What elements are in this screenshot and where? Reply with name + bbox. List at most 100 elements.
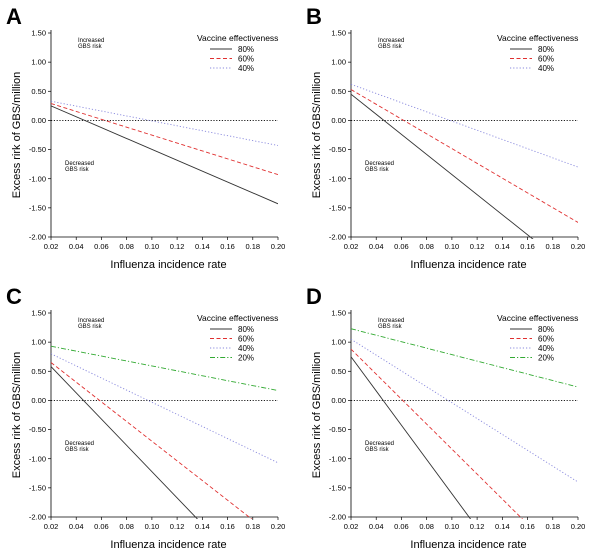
increased-risk-note: Increased bbox=[378, 318, 404, 324]
legend-label: 80% bbox=[238, 45, 254, 54]
x-tick-label: 0.12 bbox=[170, 242, 185, 251]
x-tick-label: 0.20 bbox=[571, 522, 586, 531]
y-axis-title: Excess rirk of GBS/million bbox=[311, 72, 323, 199]
series-group bbox=[351, 83, 578, 239]
x-tick-label: 0.18 bbox=[245, 242, 260, 251]
x-tick-label: 0.20 bbox=[271, 522, 286, 531]
legend-label: 40% bbox=[238, 64, 254, 73]
increased-risk-note: GBS risk bbox=[78, 324, 103, 330]
y-tick-label: -1.00 bbox=[329, 454, 346, 463]
series-group bbox=[51, 345, 278, 519]
decreased-risk-note: GBS risk bbox=[65, 167, 90, 173]
legend-label: 60% bbox=[238, 55, 254, 64]
legend-title: Vaccine effectiveness bbox=[197, 313, 278, 323]
x-tick-label: 0.04 bbox=[369, 522, 384, 531]
increased-risk-note: GBS risk bbox=[78, 44, 103, 50]
legend-label: 20% bbox=[238, 354, 254, 363]
increased-risk-note: Increased bbox=[378, 38, 404, 44]
decreased-risk-note: Decreased bbox=[65, 161, 94, 167]
y-tick-label: 0.50 bbox=[31, 87, 46, 96]
series-line-80pct bbox=[351, 93, 534, 239]
y-tick-label: -2.00 bbox=[329, 513, 346, 522]
y-axis-title: Excess rirk of GBS/million bbox=[11, 72, 23, 199]
x-tick-label: 0.20 bbox=[571, 242, 586, 251]
legend-title: Vaccine effectiveness bbox=[197, 33, 278, 43]
chart-panel-c: C1.501.000.500.00-0.50-1.00-1.50-2.000.0… bbox=[6, 284, 285, 551]
y-tick-label: -2.00 bbox=[329, 233, 346, 242]
series-line-80pct bbox=[51, 105, 278, 205]
x-tick-label: 0.16 bbox=[220, 522, 235, 531]
increased-risk-note: Increased bbox=[78, 318, 104, 324]
legend-label: 80% bbox=[538, 45, 554, 54]
x-tick-label: 0.10 bbox=[445, 242, 460, 251]
y-tick-label: -1.50 bbox=[329, 483, 346, 492]
y-tick-label: -1.00 bbox=[29, 454, 46, 463]
y-tick-label: -1.50 bbox=[29, 483, 46, 492]
decreased-risk-note: Decreased bbox=[365, 161, 394, 167]
x-tick-label: 0.16 bbox=[220, 242, 235, 251]
series-group bbox=[51, 100, 278, 205]
legend-label: 60% bbox=[538, 335, 554, 344]
series-line-60pct bbox=[51, 362, 253, 519]
panel-letter: D bbox=[306, 284, 322, 309]
x-tick-label: 0.14 bbox=[495, 522, 510, 531]
y-tick-label: 0.00 bbox=[31, 396, 46, 405]
x-tick-label: 0.12 bbox=[470, 522, 485, 531]
y-tick-label: 0.50 bbox=[331, 367, 346, 376]
x-axis-title: Influenza incidence rate bbox=[110, 539, 226, 551]
y-tick-label: 1.00 bbox=[331, 338, 346, 347]
legend-title: Vaccine effectiveness bbox=[497, 33, 578, 43]
y-tick-label: 1.50 bbox=[31, 29, 46, 38]
chart-panel-a: A1.501.000.500.00-0.50-1.00-1.50-2.000.0… bbox=[6, 4, 285, 271]
increased-risk-note: GBS risk bbox=[378, 44, 403, 50]
y-tick-label: -0.50 bbox=[329, 145, 346, 154]
x-tick-label: 0.08 bbox=[419, 242, 434, 251]
legend-label: 80% bbox=[238, 325, 254, 334]
legend-label: 40% bbox=[238, 344, 254, 353]
decreased-risk-note: Decreased bbox=[365, 441, 394, 447]
x-tick-label: 0.04 bbox=[69, 522, 84, 531]
x-tick-label: 0.04 bbox=[69, 242, 84, 251]
x-tick-label: 0.02 bbox=[44, 242, 59, 251]
series-line-60pct bbox=[351, 348, 524, 519]
x-axis-title: Influenza incidence rate bbox=[410, 259, 526, 271]
x-tick-label: 0.12 bbox=[470, 242, 485, 251]
x-tick-label: 0.02 bbox=[344, 242, 359, 251]
x-tick-label: 0.06 bbox=[94, 242, 109, 251]
y-axis-title: Excess rirk of GBS/million bbox=[11, 352, 23, 479]
series-line-20pct bbox=[51, 345, 278, 391]
series-line-80pct bbox=[351, 356, 472, 519]
legend-label: 60% bbox=[238, 335, 254, 344]
legend-label: 40% bbox=[538, 64, 554, 73]
y-axis-title: Excess rirk of GBS/million bbox=[311, 352, 323, 479]
y-tick-label: -0.50 bbox=[29, 425, 46, 434]
x-tick-label: 0.06 bbox=[394, 242, 409, 251]
series-group bbox=[351, 328, 578, 519]
series-line-40pct bbox=[51, 100, 278, 146]
decreased-risk-note: GBS risk bbox=[365, 167, 390, 173]
x-tick-label: 0.10 bbox=[145, 522, 160, 531]
x-tick-label: 0.14 bbox=[495, 242, 510, 251]
x-tick-label: 0.16 bbox=[520, 522, 535, 531]
y-tick-label: 0.00 bbox=[331, 116, 346, 125]
x-tick-label: 0.14 bbox=[195, 522, 210, 531]
x-tick-label: 0.08 bbox=[419, 522, 434, 531]
y-tick-label: 1.00 bbox=[31, 58, 46, 67]
series-line-60pct bbox=[351, 89, 578, 223]
x-tick-label: 0.04 bbox=[369, 242, 384, 251]
y-tick-label: -2.00 bbox=[29, 233, 46, 242]
chart-panel-d: D1.501.000.500.00-0.50-1.00-1.50-2.000.0… bbox=[306, 284, 585, 551]
y-tick-label: 1.00 bbox=[331, 58, 346, 67]
panel-letter: A bbox=[6, 4, 22, 29]
x-tick-label: 0.14 bbox=[195, 242, 210, 251]
decreased-risk-note: Decreased bbox=[65, 441, 94, 447]
legend-label: 20% bbox=[538, 354, 554, 363]
x-tick-label: 0.08 bbox=[119, 242, 134, 251]
x-tick-label: 0.18 bbox=[545, 242, 560, 251]
decreased-risk-note: GBS risk bbox=[65, 447, 90, 453]
legend-title: Vaccine effectiveness bbox=[497, 313, 578, 323]
x-tick-label: 0.18 bbox=[245, 522, 260, 531]
series-line-40pct bbox=[351, 83, 578, 168]
x-tick-label: 0.16 bbox=[520, 242, 535, 251]
series-line-60pct bbox=[51, 103, 278, 176]
